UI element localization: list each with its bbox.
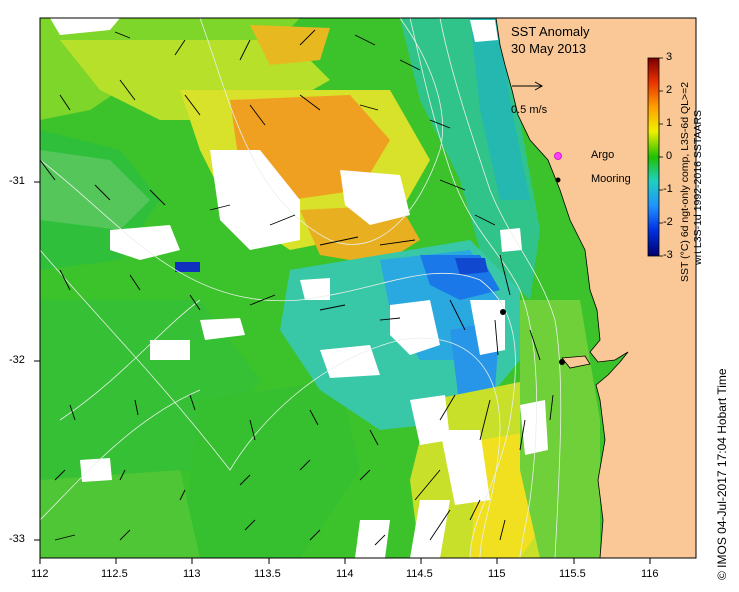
y-tick-label: -33 xyxy=(9,533,25,545)
y-tick-label: -31 xyxy=(9,175,25,187)
colorbar-tick: -2 xyxy=(663,216,673,228)
y-tick-label: -32 xyxy=(9,354,25,366)
x-tick-label: 114 xyxy=(336,568,354,580)
x-tick-label: 113.5 xyxy=(254,568,281,580)
mooring-marker-1 xyxy=(500,309,506,315)
legend-argo-label: Argo xyxy=(591,149,615,161)
colorbar-tick: 3 xyxy=(666,51,673,63)
colorbar-tick: -3 xyxy=(663,249,673,261)
island xyxy=(561,355,591,369)
x-tick-label: 112 xyxy=(31,568,49,580)
x-tick-label: 112.5 xyxy=(101,568,128,580)
legend-mooring-label: Mooring xyxy=(591,173,631,185)
x-tick-label: 114.5 xyxy=(406,568,433,580)
bathymetry-contours xyxy=(40,18,562,558)
map-title: SST Anomaly xyxy=(511,24,590,39)
current-vectors xyxy=(39,29,554,546)
colorbar-ticks xyxy=(659,57,663,257)
scale-arrow xyxy=(512,81,544,91)
scale-arrow-label: 0.5 m/s xyxy=(511,104,548,116)
cloud-mask xyxy=(50,18,548,558)
colorbar xyxy=(647,57,660,257)
colorbar-tick: 2 xyxy=(666,84,673,96)
colorbar-tick: -1 xyxy=(663,183,673,195)
credit-text: © IMOS 04-Jul-2017 17:04 Hobart Time xyxy=(715,368,729,580)
colorbar-label-1: SST (°C) 6d ngt-only comp, L3S-6d QL>=2 xyxy=(679,81,691,282)
mooring-legend-marker xyxy=(555,177,561,183)
colorbar-tick: 0 xyxy=(666,150,673,162)
x-tick-label: 115.5 xyxy=(559,568,586,580)
colorbar-label-2: wrt L3S-1d 1992-2016 SSTAARS xyxy=(692,109,704,265)
mooring-marker-2 xyxy=(559,359,565,365)
map-date: 30 May 2013 xyxy=(511,41,587,56)
argo-legend-marker xyxy=(554,152,562,160)
axis-ticks xyxy=(34,181,651,564)
x-tick-label: 115 xyxy=(488,568,506,580)
x-tick-label: 116 xyxy=(641,568,659,580)
plot-frame xyxy=(39,17,697,559)
colorbar-tick: 1 xyxy=(666,117,673,129)
land xyxy=(495,17,697,559)
x-tick-label: 113 xyxy=(183,568,201,580)
